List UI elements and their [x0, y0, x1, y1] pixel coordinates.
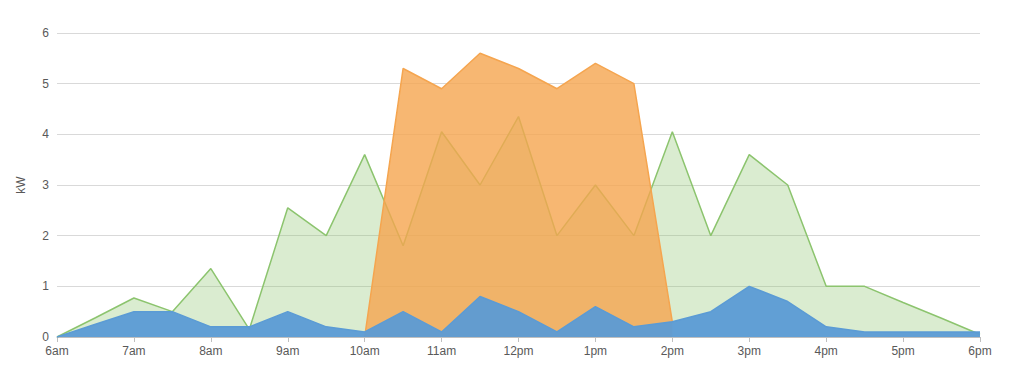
svg-text:4: 4	[42, 127, 49, 141]
svg-text:2: 2	[42, 229, 49, 243]
svg-text:12pm: 12pm	[503, 344, 533, 358]
svg-text:1pm: 1pm	[584, 344, 607, 358]
svg-text:6: 6	[42, 26, 49, 40]
svg-text:5pm: 5pm	[891, 344, 914, 358]
svg-text:kW: kW	[14, 176, 28, 194]
svg-text:2pm: 2pm	[661, 344, 684, 358]
svg-text:9am: 9am	[276, 344, 299, 358]
svg-text:10am: 10am	[350, 344, 380, 358]
svg-text:0: 0	[42, 330, 49, 344]
svg-text:3: 3	[42, 178, 49, 192]
svg-text:4pm: 4pm	[814, 344, 837, 358]
svg-text:7am: 7am	[122, 344, 145, 358]
svg-text:3pm: 3pm	[738, 344, 761, 358]
svg-text:6pm: 6pm	[968, 344, 991, 358]
svg-text:5: 5	[42, 77, 49, 91]
svg-text:11am: 11am	[427, 344, 456, 358]
svg-text:6am: 6am	[45, 344, 68, 358]
svg-text:1: 1	[42, 279, 49, 293]
svg-text:8am: 8am	[199, 344, 222, 358]
